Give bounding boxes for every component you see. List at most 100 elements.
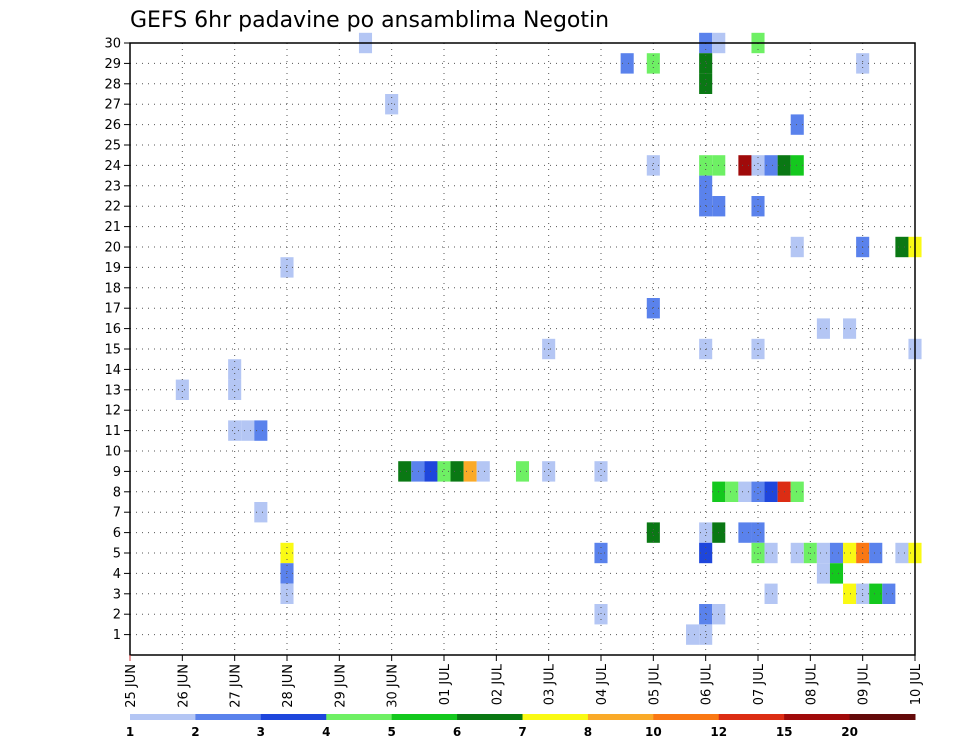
- legend-swatch: [195, 714, 262, 720]
- y-tick-label: 16: [104, 322, 121, 337]
- heatmap-cell: [751, 481, 765, 502]
- y-tick-label: 20: [104, 241, 121, 256]
- heatmap-cell: [241, 420, 255, 441]
- legend-label: 2: [191, 725, 199, 739]
- heatmap-cell: [385, 94, 399, 115]
- y-tick-label: 5: [113, 547, 121, 562]
- y-tick-label: 26: [104, 118, 121, 133]
- x-tick-label: 05 JUL: [647, 663, 662, 705]
- y-tick-label: 18: [104, 281, 121, 296]
- y-tick-label: 21: [104, 220, 121, 235]
- heatmap-cell: [646, 298, 660, 319]
- heatmap-cell: [790, 236, 804, 258]
- x-tick-label: 02 JUL: [490, 663, 505, 705]
- heatmap-cell: [254, 420, 268, 441]
- legend-swatch: [130, 714, 196, 720]
- heatmap-cell: [764, 542, 778, 564]
- heatmap-cell: [620, 53, 634, 74]
- chart-title: GEFS 6hr padavine po ansamblima Negotin: [130, 8, 609, 33]
- legend-swatch: [457, 714, 523, 720]
- y-tick-label: 3: [113, 587, 121, 602]
- y-tick-label: 24: [104, 159, 121, 174]
- y-tick-label: 28: [104, 77, 121, 92]
- y-tick-label: 13: [104, 383, 121, 398]
- x-tick-label: 26 JUN: [176, 664, 191, 708]
- heatmap-cell: [175, 379, 189, 400]
- y-tick-label: 12: [104, 404, 121, 419]
- y-tick-label: 9: [113, 465, 121, 480]
- heatmap-cell: [764, 583, 778, 604]
- heatmap-cell: [882, 583, 896, 604]
- y-tick-label: 2: [113, 608, 121, 623]
- heatmap-cell: [699, 604, 713, 625]
- legend-label: 8: [584, 725, 592, 739]
- y-tick-label: 23: [104, 179, 121, 194]
- y-tick-label: 4: [113, 567, 121, 582]
- heatmap-cell: [816, 542, 830, 564]
- heatmap-cell: [228, 379, 242, 400]
- heatmap-cell: [542, 461, 556, 482]
- heatmap-cell: [751, 155, 765, 176]
- heatmap-cell: [869, 583, 883, 604]
- heatmap-cell: [228, 359, 242, 380]
- heatmap-cell: [646, 155, 660, 176]
- legend-label: 20: [841, 725, 858, 739]
- legend-swatch: [784, 714, 851, 720]
- y-tick-label: 19: [104, 261, 121, 276]
- heatmap-cell: [699, 196, 713, 217]
- legend-swatch: [849, 714, 916, 720]
- heatmap-cell: [699, 73, 713, 94]
- heatmap-cell: [699, 155, 713, 176]
- y-tick-label: 11: [104, 424, 121, 439]
- legend-label: 12: [710, 725, 727, 739]
- heatmap-cell: [450, 461, 464, 482]
- heatmap-cell: [725, 481, 739, 502]
- x-tick-label: 27 JUN: [229, 664, 244, 708]
- heatmap-cell: [829, 563, 844, 584]
- heatmap-cell: [398, 461, 412, 482]
- legend-swatch: [391, 714, 458, 720]
- y-tick-label: 22: [104, 200, 121, 215]
- y-tick-label: 10: [104, 445, 121, 460]
- y-tick-label: 27: [104, 98, 121, 113]
- heatmap-cell: [843, 583, 857, 604]
- legend-swatch: [326, 714, 393, 720]
- x-tick-label: 09 JUL: [857, 663, 872, 705]
- heatmap-cell: [699, 522, 713, 543]
- heatmap-cell: [699, 175, 713, 196]
- legend-swatch: [522, 714, 589, 720]
- legend-swatch: [587, 714, 654, 720]
- heatmap-cell: [869, 542, 883, 564]
- legend-label: 7: [518, 725, 526, 739]
- legend-label: 10: [645, 725, 662, 739]
- heatmap-cell: [463, 461, 477, 482]
- heatmap-cell: [751, 522, 765, 543]
- heatmap-cell: [816, 563, 830, 584]
- heatmap-cell: [594, 604, 608, 625]
- heatmap-cell: [790, 542, 804, 564]
- y-axis: 1234567891011121314151617181920212223242…: [104, 37, 130, 643]
- legend-label: 5: [387, 725, 395, 739]
- x-tick-label: 06 JUL: [700, 663, 715, 705]
- heatmap-cell: [738, 522, 752, 543]
- x-tick-label: 04 JUL: [595, 663, 610, 705]
- heatmap-cell: [829, 542, 844, 564]
- heatmap-cell: [843, 542, 857, 564]
- y-tick-label: 8: [113, 485, 121, 500]
- y-tick-label: 1: [113, 628, 121, 643]
- heatmap-cell: [699, 624, 713, 645]
- legend-label: 1: [126, 725, 134, 739]
- y-tick-label: 15: [104, 343, 121, 358]
- heatmap-cell: [895, 236, 909, 258]
- heatmap-cell: [646, 522, 660, 543]
- heatmap-cell: [437, 461, 451, 482]
- legend-swatch: [653, 714, 720, 720]
- y-tick-label: 7: [113, 506, 121, 521]
- heatmap-cell: [816, 318, 830, 339]
- y-tick-label: 17: [104, 302, 121, 317]
- heatmap-cell: [738, 481, 752, 502]
- legend-label: 15: [776, 725, 793, 739]
- legend-swatch: [718, 714, 785, 720]
- x-tick-label: 30 JUN: [386, 664, 401, 708]
- heatmap-cell: [790, 114, 804, 135]
